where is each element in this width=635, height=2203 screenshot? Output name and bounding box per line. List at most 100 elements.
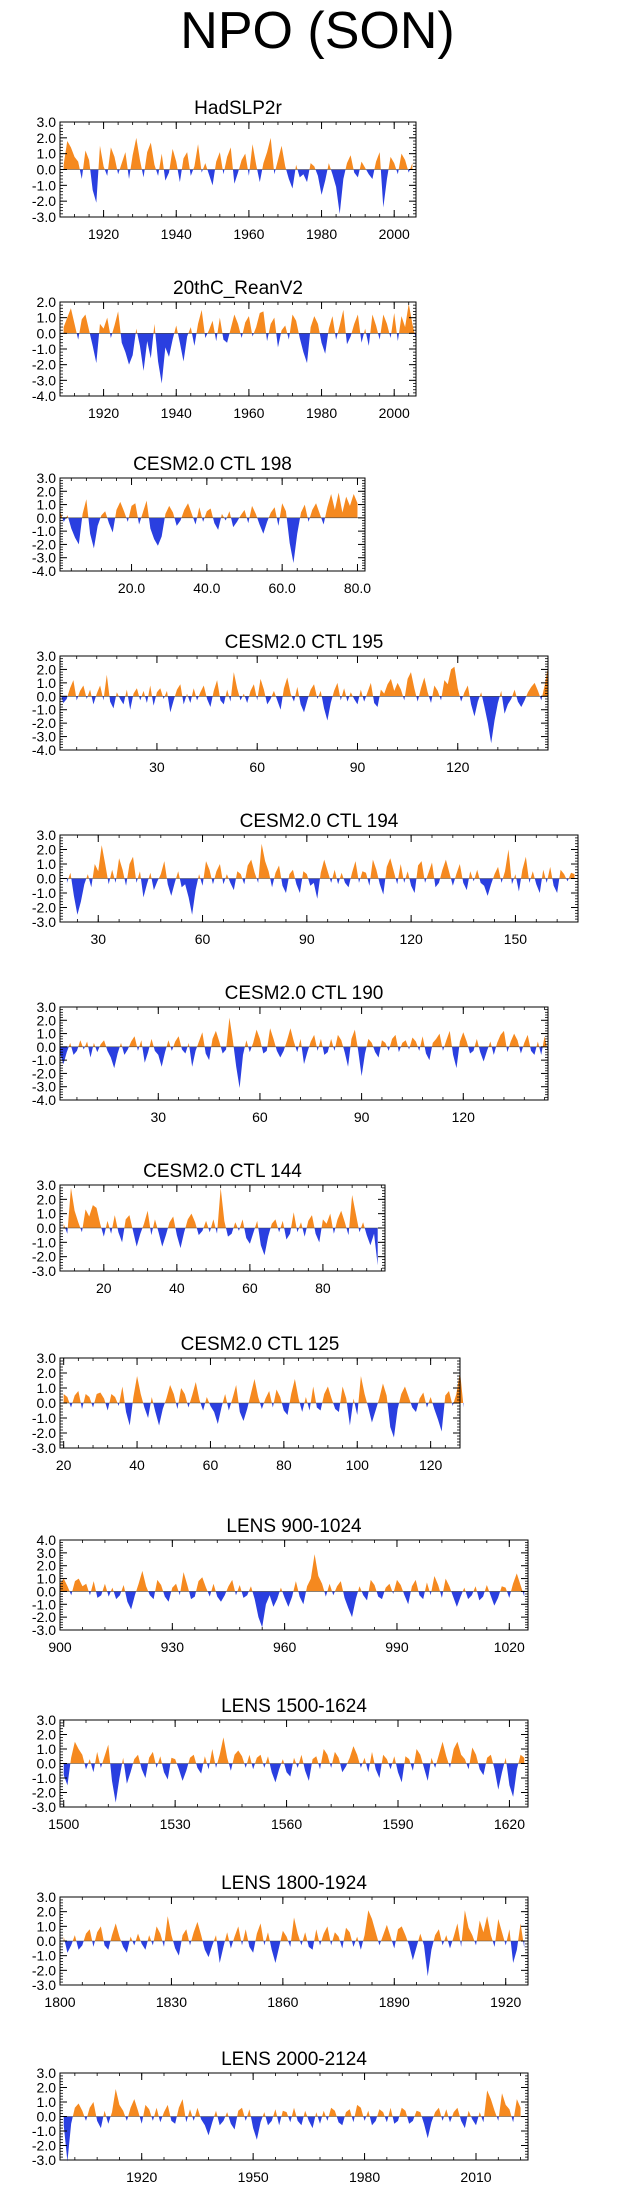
y-tick-label: 2.0 [37,483,57,499]
x-tick-label: 1500 [48,1816,79,1832]
y-tick-label: -2.0 [32,536,56,552]
y-tick-label: 2.0 [37,1727,57,1743]
y-tick-label: 1.0 [37,856,57,872]
x-tick-label: 1860 [267,1994,298,2010]
y-tick-label: -3.0 [32,209,56,225]
y-tick-label: 3.0 [37,1350,57,1366]
y-tick-label: 3.0 [37,648,57,664]
x-tick-label: 40 [129,1457,145,1473]
x-tick-label: 1980 [349,2169,380,2185]
x-tick-label: 1920 [126,2169,157,2185]
chart-panel: HadSLP2r 3.02.01.00.0-1.0-2.0-3.0 1920 1940… [32,98,417,242]
chart-panel: CESM2.0 CTL 190 3.02.01.00.0-1.0-2.0-3.0-… [32,983,549,1125]
y-tick-label: 2.0 [37,1558,57,1574]
x-tick-label: 1830 [156,1994,187,2010]
x-tick-label: 1950 [238,2169,269,2185]
positive-anomaly-area [63,1187,365,1228]
chart-title: HadSLP2r [194,98,282,119]
y-tick-label: 2.0 [37,1191,57,1207]
x-tick-label: 1020 [494,1639,525,1655]
y-tick-label: -3.0 [32,1440,56,1456]
x-tick-label: 2000 [379,405,410,421]
y-tick-label: -1.0 [32,523,56,539]
y-tick-label: 0.0 [37,2109,57,2125]
x-tick-label: 2010 [460,2169,491,2185]
y-tick-label: 3.0 [37,1177,57,1193]
x-tick-label: 930 [161,1639,185,1655]
chart-panel: CESM2.0 CTL 144 3.02.01.00.0-1.0-2.0-3.0 2… [32,1161,386,1296]
negative-anomaly-area [69,1591,525,1628]
plot-frame [59,477,366,572]
y-tick-label: -4.0 [32,388,56,404]
y-tick-label: 0.0 [37,1395,57,1411]
y-tick-label: 0.0 [37,871,57,887]
y-tick-label: -2.0 [32,1065,56,1081]
x-tick-label: 1560 [271,1816,302,1832]
x-tick-label: 990 [385,1639,409,1655]
x-tick-label: 1980 [306,405,337,421]
positive-anomaly-area [63,303,415,334]
y-tick-label: -1.0 [32,885,56,901]
chart-panel: CESM2.0 CTL 194 3.02.01.00.0-1.0-2.0-3.0 3… [32,811,579,947]
y-tick-label: 0.0 [37,1933,57,1949]
x-tick-label: 60 [249,759,265,775]
positive-anomaly-area [68,843,575,879]
y-tick-label: -3.0 [32,1263,56,1279]
x-tick-label: 90 [350,759,366,775]
x-tick-label: 1960 [233,226,264,242]
y-tick-label: 4.0 [37,1532,57,1548]
y-tick-label: -3.0 [32,372,56,388]
y-tick-label: -1.0 [32,1596,56,1612]
x-tick-label: 1940 [161,226,192,242]
y-tick-label: 3.0 [37,1545,57,1561]
negative-anomaly-area [64,1941,525,1977]
y-tick-label: -4.0 [32,1092,56,1108]
y-tick-label: 3.0 [37,2065,57,2081]
y-tick-label: 1.0 [37,2094,57,2110]
y-tick-label: 1.0 [37,1380,57,1396]
positive-anomaly-area [60,666,548,697]
y-tick-label: 1.0 [37,1571,57,1587]
positive-anomaly-area [63,1371,464,1403]
x-tick-label: 90 [354,1109,370,1125]
x-tick-label: 1530 [160,1816,191,1832]
y-tick-label: 3.0 [37,827,57,843]
x-tick-label: 960 [273,1639,297,1655]
x-tick-label: 1620 [494,1816,525,1832]
x-tick-label: 30 [90,931,106,947]
chart-title: 20thC_ReanV2 [173,278,303,299]
negative-anomaly-area [62,517,326,564]
x-tick-label: 40 [169,1280,185,1296]
y-tick-label: 2.0 [37,1365,57,1381]
y-tick-label: -4.0 [32,563,56,579]
x-tick-label: 120 [419,1457,443,1473]
y-tick-label: -2.0 [32,1609,56,1625]
negative-anomaly-area [69,1403,464,1438]
x-tick-label: 60 [242,1280,258,1296]
x-tick-label: 1920 [490,1994,521,2010]
negative-anomaly-area [66,878,569,915]
y-tick-label: -3.0 [32,729,56,745]
x-tick-label: 1960 [233,405,264,421]
y-tick-label: -2.0 [32,715,56,731]
y-tick-label: -2.0 [32,357,56,373]
y-tick-label: -1.0 [32,1410,56,1426]
y-tick-label: -3.0 [32,1079,56,1095]
y-tick-label: -3.0 [32,2152,56,2168]
y-tick-label: 2.0 [37,2080,57,2096]
y-tick-label: -2.0 [32,193,56,209]
x-tick-label: 80.0 [344,580,371,596]
x-tick-label: 90 [299,931,315,947]
y-tick-label: 0.0 [37,510,57,526]
negative-anomaly-area [60,1046,548,1089]
y-tick-label: 1.0 [37,1741,57,1757]
x-tick-label: 1890 [379,1994,410,2010]
chart-title: CESM2.0 CTL 125 [181,1334,340,1355]
y-tick-label: 1.0 [37,675,57,691]
y-tick-label: 0.0 [37,688,57,704]
y-tick-label: 2.0 [37,130,57,146]
y-tick-label: -2.0 [32,2138,56,2154]
y-tick-label: 3.0 [37,114,57,130]
chart-title: LENS 2000-2124 [221,2049,367,2070]
x-tick-label: 1940 [161,405,192,421]
